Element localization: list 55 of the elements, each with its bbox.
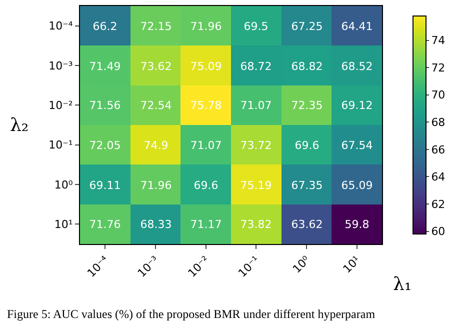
data-label: 69.6	[294, 138, 320, 152]
data-label: 72.35	[291, 98, 323, 112]
data-label: 64.41	[341, 20, 373, 33]
data-label: 71.17	[190, 218, 222, 231]
x-axis-title: λ₁	[393, 274, 412, 295]
data-label: 67.54	[341, 138, 373, 152]
data-label: 72.54	[140, 98, 172, 112]
data-label: 66.2	[92, 20, 118, 33]
data-label: 69.6	[194, 178, 218, 192]
data-label: 71.76	[89, 218, 121, 231]
data-label: 73.72	[240, 138, 272, 152]
data-label: 75.78	[190, 98, 222, 112]
y-tick-label: 10¹	[54, 218, 73, 232]
data-label: 67.25	[291, 20, 323, 33]
data-label: 69.5	[244, 20, 268, 33]
data-label: 67.35	[291, 178, 323, 192]
data-label: 72.05	[89, 138, 121, 152]
y-axis-title: λ₂	[10, 115, 29, 136]
y-tick-label: 10⁰	[54, 178, 74, 192]
data-label: 69.11	[89, 178, 121, 192]
data-label: 71.07	[240, 98, 272, 112]
data-label: 63.62	[291, 218, 323, 231]
data-label: 75.09	[190, 60, 222, 73]
data-label: 59.8	[344, 218, 370, 231]
color-bar-label: 62	[431, 198, 446, 211]
y-tick-label: 10⁻³	[48, 59, 73, 72]
data-label: 71.56	[89, 98, 121, 112]
color-bar-label: 70	[431, 88, 446, 102]
x-tick-label: 10¹	[340, 254, 363, 276]
y-tick-label: 10⁻²	[48, 99, 73, 112]
data-label: 71.07	[190, 138, 222, 152]
color-bar-label: 60	[431, 225, 446, 238]
data-label: 69.12	[341, 98, 373, 112]
y-tick-label: 10⁻¹	[48, 138, 73, 152]
data-label: 73.82	[240, 218, 272, 231]
color-bar-label: 74	[431, 34, 446, 48]
data-label: 68.82	[291, 60, 323, 73]
x-tick-label: 10⁰	[290, 253, 313, 276]
data-label: 68.72	[240, 60, 272, 73]
color-bar-label: 66	[431, 143, 446, 156]
color-bar-label: 68	[431, 116, 446, 129]
data-label: 68.52	[341, 60, 373, 73]
y-tick-label: 10⁻⁴	[48, 20, 74, 33]
data-label: 74.9	[144, 138, 168, 152]
data-label: 68.33	[140, 218, 172, 231]
color-bar-label: 72	[431, 61, 446, 74]
data-label: 72.15	[140, 20, 172, 33]
color-bar-label: 64	[431, 170, 446, 184]
data-label: 73.62	[140, 60, 172, 73]
data-label: 75.19	[240, 178, 272, 192]
data-label: 71.96	[190, 20, 222, 33]
caption: Figure 5: AUC values (%) of the proposed BMR under different hyperparam	[7, 307, 376, 321]
data-label: 71.49	[89, 60, 121, 73]
data-label: 71.96	[140, 178, 172, 192]
data-label: 65.09	[341, 178, 373, 192]
